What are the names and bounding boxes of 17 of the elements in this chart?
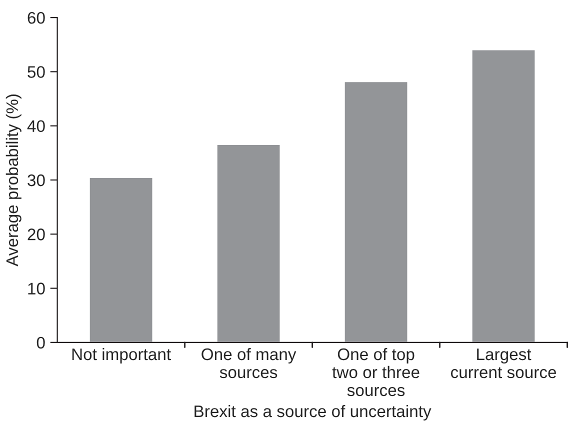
bar: [343, 80, 409, 342]
y-axis-title: Average probability (%): [6, 94, 22, 266]
y-tick-label: 20: [28, 228, 45, 240]
x-tick-label: One of top two or three sources: [332, 348, 420, 396]
x-tick-label: One of many sources: [202, 348, 296, 378]
bar: [88, 176, 154, 342]
x-tick-label: Not important: [72, 348, 171, 364]
bar: [216, 144, 282, 342]
y-tick-label: 30: [28, 174, 45, 186]
y-tick-label: 50: [28, 66, 45, 78]
y-tick-label: 60: [28, 12, 45, 24]
x-tick-label: Largest current source: [450, 348, 556, 378]
x-axis-title: Brexit as a source of uncertainty: [194, 404, 432, 421]
y-tick-label: 40: [27, 120, 45, 132]
y-tick-label: 10: [28, 282, 45, 294]
bar: [470, 48, 536, 342]
y-tick-label: 0: [36, 336, 45, 349]
